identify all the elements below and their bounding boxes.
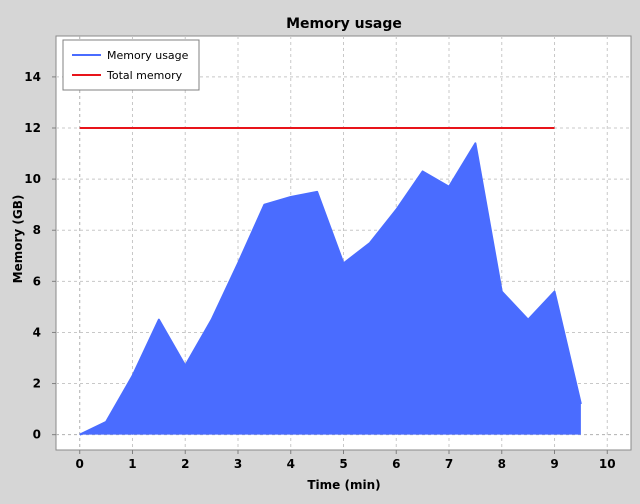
- legend-label-memory-usage: Memory usage: [107, 49, 189, 62]
- y-tick-label: 4: [33, 325, 41, 339]
- legend: Memory usage Total memory: [63, 40, 199, 90]
- x-tick-label: 2: [181, 457, 189, 471]
- y-axis-label: Memory (GB): [11, 195, 25, 284]
- chart-title: Memory usage: [286, 16, 402, 32]
- x-tick-label: 1: [128, 457, 136, 471]
- x-tick-label: 0: [76, 457, 84, 471]
- x-tick-label: 6: [392, 457, 400, 471]
- y-tick-label: 6: [33, 274, 41, 288]
- legend-label-total-memory: Total memory: [106, 69, 183, 82]
- legend-box: [63, 40, 199, 90]
- y-tick-label: 0: [33, 428, 41, 442]
- x-tick-label: 3: [234, 457, 242, 471]
- x-tick-label: 7: [445, 457, 453, 471]
- y-tick-label: 2: [33, 377, 41, 391]
- x-tick-label: 8: [498, 457, 506, 471]
- x-tick-label: 5: [339, 457, 347, 471]
- y-tick-label: 8: [33, 223, 41, 237]
- y-tick-label: 14: [24, 70, 41, 84]
- x-axis-label: Time (min): [307, 478, 380, 492]
- x-tick-label: 4: [287, 457, 295, 471]
- x-tick-label: 9: [550, 457, 558, 471]
- y-tick-label: 12: [24, 121, 41, 135]
- y-tick-label: 10: [24, 172, 41, 186]
- x-tick-label: 10: [599, 457, 616, 471]
